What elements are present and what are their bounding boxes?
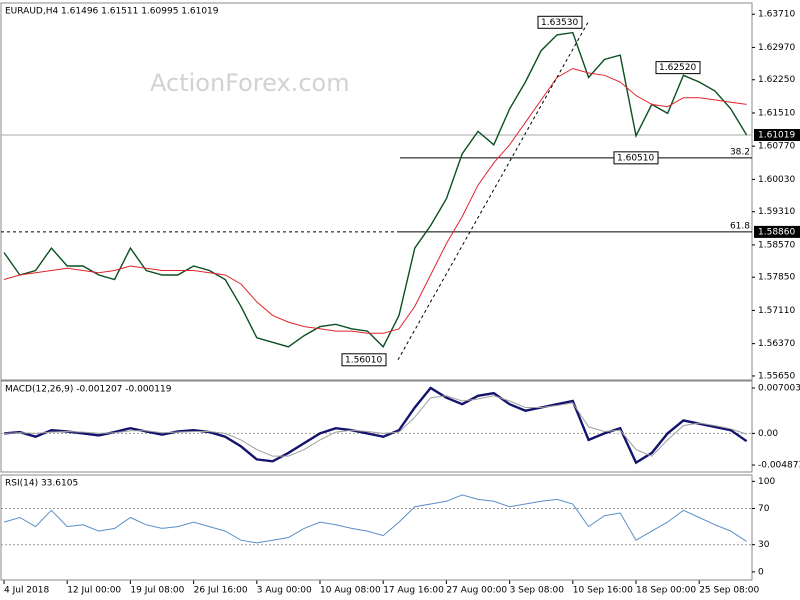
y-tick-label: -0.004873 xyxy=(758,461,800,471)
y-tick-label: 1.56370 xyxy=(758,339,795,349)
x-tick-label: 19 Jul 08:00 xyxy=(130,586,184,596)
panel-title: MACD(12,26,9) -0.001207 -0.000119 xyxy=(5,385,172,395)
y-tick-label: 1.60030 xyxy=(758,175,795,185)
annotation-label: 1.62520 xyxy=(659,63,696,73)
annotation-label: 1.56010 xyxy=(345,355,382,365)
panel-frame xyxy=(0,380,753,473)
y-tick-label: 30 xyxy=(758,540,770,550)
last-price-label: 1.61019 xyxy=(758,130,795,140)
y-tick-label: 0.00 xyxy=(758,429,778,439)
y-tick-label: 1.57110 xyxy=(758,306,795,316)
y-tick-label: 1.63710 xyxy=(758,10,795,20)
y-tick-label: 1.62250 xyxy=(758,75,795,85)
x-tick-label: 4 Jul 2018 xyxy=(4,586,49,596)
y-tick-label: 1.55650 xyxy=(758,371,795,381)
x-tick-label: 27 Aug 00:00 xyxy=(446,586,507,596)
y-tick-label: 1.62970 xyxy=(758,43,795,53)
annotation-box xyxy=(537,15,583,29)
y-tick-label: 1.58570 xyxy=(758,240,795,250)
level-ratio: 61.8 xyxy=(730,221,750,231)
panel-title: EURAUD,H4 1.61496 1.61511 1.60995 1.6101… xyxy=(5,7,219,17)
y-tick-label: 0 xyxy=(758,567,764,577)
x-tick-label: 17 Aug 16:00 xyxy=(383,586,444,596)
last-price-box xyxy=(754,128,800,141)
series-line xyxy=(3,67,747,334)
y-tick-label: 1.61510 xyxy=(758,108,795,118)
x-tick-label: 18 Sep 00:00 xyxy=(636,586,696,596)
x-tick-label: 12 Jul 00:00 xyxy=(67,586,121,596)
price-box xyxy=(754,225,800,238)
series-line xyxy=(3,494,747,544)
annotation-label: 1.63530 xyxy=(541,18,578,28)
x-tick-label: 3 Sep 08:00 xyxy=(510,586,565,596)
panel-frame xyxy=(0,2,753,381)
trendline xyxy=(397,22,589,361)
annotation-box xyxy=(341,353,387,367)
annotation-label: 1.60510 xyxy=(617,153,654,163)
x-tick-label: 10 Sep 16:00 xyxy=(573,586,633,596)
series-line xyxy=(3,31,748,348)
x-tick-label: 25 Sep 08:00 xyxy=(699,586,759,596)
x-tick-label: 10 Aug 08:00 xyxy=(320,586,381,596)
y-tick-label: 1.57850 xyxy=(758,273,795,283)
panel-frame xyxy=(0,474,753,581)
y-tick-label: 70 xyxy=(758,504,770,514)
watermark: ActionForex.com xyxy=(150,69,350,97)
series-line xyxy=(3,395,747,457)
price-box-label: 1.58860 xyxy=(758,227,795,237)
y-tick-label: 0.007003 xyxy=(758,383,800,393)
x-tick-label: 3 Aug 00:00 xyxy=(257,586,312,596)
y-tick-label: 100 xyxy=(758,477,775,487)
panel-title: RSI(14) 33.6105 xyxy=(5,479,78,489)
y-tick-label: 1.60770 xyxy=(758,142,795,152)
level-ratio: 38.2 xyxy=(730,147,750,157)
x-tick-label: 26 Jul 16:00 xyxy=(194,586,248,596)
annotation-box xyxy=(655,61,701,75)
y-tick-label: 1.59310 xyxy=(758,207,795,217)
annotation-box xyxy=(613,151,659,165)
